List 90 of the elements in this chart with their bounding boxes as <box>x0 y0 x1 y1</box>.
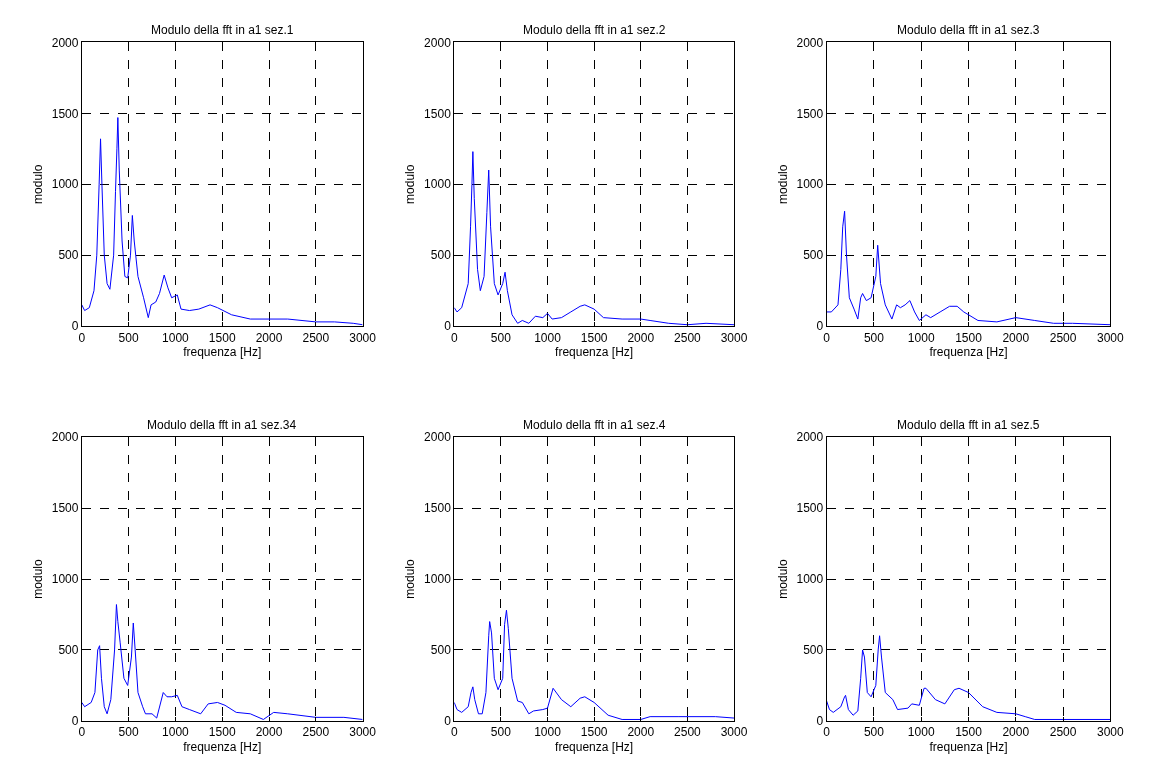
x-tick-label: 1000 <box>534 725 562 740</box>
chart-title: Modulo della fft in a1 sez.3 <box>897 23 1040 37</box>
x-tick-label: 2000 <box>627 330 655 345</box>
y-tick-label: 500 <box>58 248 79 263</box>
line-series <box>454 609 735 720</box>
x-tick-label: 1000 <box>162 725 190 740</box>
y-tick-label: 500 <box>430 643 452 658</box>
chart-title: Modulo della fft in a1 sez.2 <box>523 23 666 37</box>
x-tick-label: 500 <box>118 330 139 345</box>
y-tick-label: 1500 <box>424 106 452 121</box>
x-axis-title: frequenza [Hz] <box>555 740 634 755</box>
chart-title: Modulo della fft in a1 sez.34 <box>147 418 297 432</box>
x-tick-label: 500 <box>863 725 885 740</box>
x-tick-label: 3000 <box>349 725 377 740</box>
x-tick-label: 3000 <box>720 330 748 345</box>
y-tick-label: 0 <box>816 319 824 334</box>
x-tick-label: 2500 <box>302 725 330 740</box>
x-tick-label: 1500 <box>580 725 608 740</box>
x-axis-title: frequenza [Hz] <box>929 345 1008 360</box>
x-tick-label: 2500 <box>1049 725 1077 740</box>
y-tick-label: 1000 <box>424 572 452 587</box>
y-tick-label: 1000 <box>796 177 824 192</box>
x-tick-label: 2000 <box>255 725 283 740</box>
x-tick-label: 1500 <box>208 330 236 345</box>
y-tick-label: 0 <box>71 714 79 729</box>
x-tick-label: 2000 <box>1002 330 1030 345</box>
x-tick-label: 500 <box>490 725 512 740</box>
x-tick-label: 2000 <box>255 330 283 345</box>
y-tick-label: 2000 <box>424 430 452 445</box>
x-tick-label: 1000 <box>534 330 562 345</box>
y-tick-label: 500 <box>430 248 452 263</box>
y-tick-label: 0 <box>71 319 79 334</box>
y-tick-label: 1000 <box>424 177 452 192</box>
x-axis-title: frequenza [Hz] <box>555 345 634 360</box>
x-tick-label: 2500 <box>674 330 702 345</box>
x-tick-label: 1000 <box>162 330 190 345</box>
x-tick-label: 1000 <box>907 330 935 345</box>
line-series <box>81 604 363 720</box>
x-tick-label: 1500 <box>208 725 236 740</box>
y-tick-label: 1000 <box>796 572 824 587</box>
line-series <box>826 635 1111 720</box>
x-tick-label: 1500 <box>955 725 983 740</box>
x-tick-label: 2500 <box>302 330 330 345</box>
y-axis-title: modulo <box>403 164 418 204</box>
y-tick-label: 2000 <box>796 35 824 50</box>
y-tick-label: 1000 <box>51 177 79 192</box>
x-tick-label: 3000 <box>349 330 377 345</box>
x-tick-label: 2000 <box>1002 725 1030 740</box>
x-tick-label: 2000 <box>627 725 655 740</box>
x-tick-label: 1000 <box>907 725 935 740</box>
y-tick-label: 0 <box>444 319 452 334</box>
y-axis-title: modulo <box>31 164 46 204</box>
x-tick-label: 3000 <box>1097 330 1125 345</box>
line-series <box>81 117 363 326</box>
x-tick-label: 3000 <box>720 725 748 740</box>
y-tick-label: 2000 <box>51 430 79 445</box>
y-axis-title: modulo <box>403 559 418 599</box>
chart-title: Modulo della fft in a1 sez.1 <box>151 23 294 37</box>
x-axis-title: frequenza [Hz] <box>929 740 1008 755</box>
chart-title: Modulo della fft in a1 sez.4 <box>523 418 666 432</box>
y-axis-title: modulo <box>775 559 790 599</box>
y-tick-label: 2000 <box>51 35 79 50</box>
x-axis-title: frequenza [Hz] <box>183 740 262 755</box>
y-tick-label: 1500 <box>796 106 824 121</box>
y-tick-label: 500 <box>803 248 824 263</box>
y-tick-label: 1500 <box>424 501 452 516</box>
y-tick-label: 1000 <box>51 572 79 587</box>
x-tick-label: 1500 <box>580 330 608 345</box>
y-tick-label: 0 <box>816 714 824 729</box>
x-tick-label: 2500 <box>674 725 702 740</box>
x-tick-label: 500 <box>490 330 512 345</box>
y-tick-label: 1500 <box>51 501 79 516</box>
y-tick-label: 2000 <box>796 430 824 445</box>
x-axis-title: frequenza [Hz] <box>183 345 262 360</box>
y-tick-label: 1500 <box>51 106 79 121</box>
y-tick-label: 1500 <box>796 501 824 516</box>
x-tick-label: 1500 <box>955 330 983 345</box>
y-tick-label: 2000 <box>424 35 452 50</box>
x-tick-label: 500 <box>863 330 885 345</box>
y-tick-label: 500 <box>58 643 79 658</box>
y-tick-label: 0 <box>444 714 452 729</box>
y-axis-title: modulo <box>775 164 790 204</box>
x-tick-label: 3000 <box>1097 725 1125 740</box>
y-axis-title: modulo <box>31 559 46 599</box>
line-series <box>826 210 1111 326</box>
x-tick-label: 2500 <box>1049 330 1077 345</box>
line-series <box>454 151 735 326</box>
y-tick-label: 500 <box>803 643 824 658</box>
x-tick-label: 500 <box>118 725 139 740</box>
chart-title: Modulo della fft in a1 sez.5 <box>897 418 1040 432</box>
